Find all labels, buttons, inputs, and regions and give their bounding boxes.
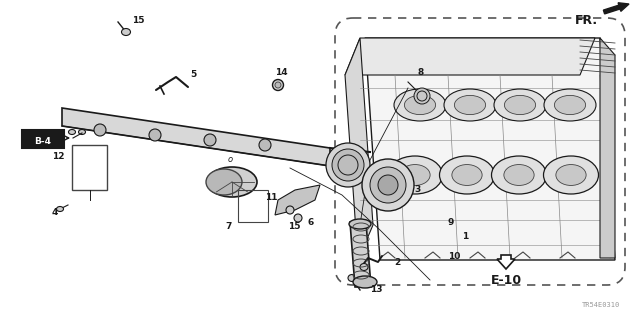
Ellipse shape: [454, 95, 486, 115]
Text: 15: 15: [132, 16, 145, 25]
Ellipse shape: [414, 88, 430, 104]
Ellipse shape: [206, 169, 242, 195]
Text: 13: 13: [370, 285, 383, 294]
Text: 7: 7: [225, 222, 232, 231]
Ellipse shape: [556, 165, 586, 185]
Polygon shape: [62, 108, 330, 166]
Ellipse shape: [286, 206, 294, 214]
Text: FR.: FR.: [575, 14, 598, 27]
FancyArrow shape: [497, 255, 515, 269]
Ellipse shape: [554, 95, 586, 115]
Bar: [72, 145, 107, 190]
Ellipse shape: [149, 129, 161, 141]
Text: 8: 8: [418, 68, 424, 77]
Polygon shape: [365, 38, 615, 260]
Ellipse shape: [56, 206, 63, 211]
Ellipse shape: [273, 79, 284, 91]
Ellipse shape: [259, 139, 271, 151]
Ellipse shape: [362, 159, 414, 211]
Ellipse shape: [207, 167, 257, 197]
Ellipse shape: [400, 165, 430, 185]
Polygon shape: [275, 185, 320, 215]
Ellipse shape: [543, 156, 598, 194]
Ellipse shape: [348, 275, 356, 281]
Ellipse shape: [332, 149, 364, 181]
Ellipse shape: [492, 156, 547, 194]
Text: B-4: B-4: [35, 137, 51, 145]
Ellipse shape: [204, 134, 216, 146]
Ellipse shape: [275, 82, 281, 88]
Polygon shape: [350, 222, 371, 287]
Ellipse shape: [504, 165, 534, 185]
Ellipse shape: [338, 155, 358, 175]
Ellipse shape: [378, 175, 398, 195]
Bar: [238, 190, 268, 222]
Text: 6: 6: [308, 218, 314, 227]
Text: 14: 14: [275, 68, 287, 77]
Ellipse shape: [417, 91, 427, 101]
Text: o: o: [228, 155, 233, 164]
Ellipse shape: [79, 130, 86, 135]
Ellipse shape: [326, 143, 370, 187]
Text: TR54E0310: TR54E0310: [582, 302, 620, 308]
Ellipse shape: [387, 156, 442, 194]
Text: 12: 12: [52, 152, 65, 161]
Text: 5: 5: [190, 70, 196, 79]
Ellipse shape: [494, 89, 546, 121]
Text: 1: 1: [462, 232, 468, 241]
FancyArrow shape: [604, 3, 629, 14]
Polygon shape: [600, 38, 615, 258]
Ellipse shape: [370, 167, 406, 203]
Text: 10: 10: [448, 252, 460, 261]
Bar: [22, 130, 64, 148]
Text: 15: 15: [288, 222, 301, 231]
Ellipse shape: [349, 219, 371, 229]
Ellipse shape: [444, 89, 496, 121]
Text: E-10: E-10: [490, 274, 522, 287]
Text: 2: 2: [394, 258, 400, 267]
Ellipse shape: [452, 165, 482, 185]
Ellipse shape: [294, 214, 302, 222]
Ellipse shape: [440, 156, 495, 194]
Text: 9: 9: [448, 218, 454, 227]
Ellipse shape: [68, 130, 76, 135]
Ellipse shape: [122, 28, 131, 35]
Polygon shape: [345, 38, 595, 75]
Polygon shape: [345, 38, 373, 260]
Ellipse shape: [504, 95, 536, 115]
Ellipse shape: [353, 276, 377, 288]
Text: 3: 3: [414, 185, 420, 194]
Ellipse shape: [544, 89, 596, 121]
Ellipse shape: [94, 124, 106, 136]
Ellipse shape: [360, 263, 368, 271]
Text: 4: 4: [52, 208, 58, 217]
Ellipse shape: [404, 95, 436, 115]
Ellipse shape: [394, 89, 446, 121]
Text: 11: 11: [265, 193, 278, 202]
